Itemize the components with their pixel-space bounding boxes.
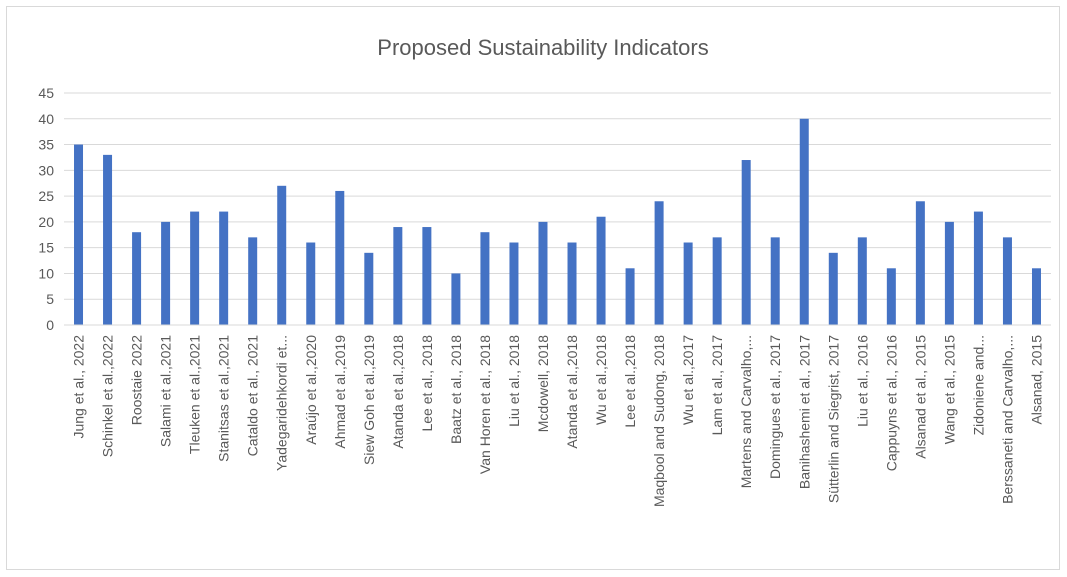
x-tick-label: Wu et al.,2018 [593,335,609,425]
bar [828,252,838,325]
x-tick-label: Wu et al.,2017 [680,335,696,425]
bar [335,190,345,325]
x-tick-label: Banihashemi et al., 2017 [796,335,812,489]
x-tick-label: Lee et al.,2018 [622,335,638,428]
x-tick-label: Yadegaridehkordi et... [274,335,290,471]
x-tick-label: Martens and Carvalho,... [738,335,754,488]
bar [1002,237,1012,325]
bar-chart: Proposed Sustainability Indicators 0 5 10 1… [38,35,1051,507]
bar [712,237,722,325]
y-tick-label: 35 [38,137,54,153]
x-tick-label: Araújo et al.,2020 [303,335,319,445]
x-tick-label: Siew Goh et al.,2019 [361,335,377,465]
y-tick-label: 45 [38,85,54,101]
bar [567,242,577,325]
bar [161,221,171,325]
bar [364,252,374,325]
x-tick-label: Atanda et al.,2018 [390,335,406,449]
bar [770,237,780,325]
bar [132,232,142,325]
bar [74,144,84,325]
x-tick-label: Schinkel et al.,2022 [100,335,116,457]
x-tick-label: Cataldo et al., 2021 [245,335,261,457]
x-tick-label: Maqbool and Sudong, 2018 [651,335,667,507]
x-tick-label: Domingues et al., 2017 [767,335,783,479]
x-tick-label: Jung et al., 2022 [71,335,87,439]
bar [683,242,693,325]
bar [625,268,635,325]
x-tick-label: Sütterlin and Siegrist, 2017 [825,335,841,503]
x-tick-label: Salami et al.,2021 [158,335,174,447]
x-tick-label: Wang et al., 2015 [941,335,957,444]
y-axis-ticks: 0 5 10 15 20 25 30 35 40 45 [38,85,54,333]
x-tick-label: Tleuken et al.,2021 [187,335,203,454]
chart-title: Proposed Sustainability Indicators [377,35,708,60]
bar [886,268,896,325]
x-tick-label: Stanitsas et al.,2021 [216,335,232,462]
bar [190,211,200,325]
x-tick-label: Mcdowell, 2018 [535,335,551,432]
bar [480,232,490,325]
x-tick-label: Lee et al., 2018 [419,335,435,432]
x-tick-label: Liu et al., 2018 [506,335,522,427]
bar [422,227,432,325]
x-tick-label: Van Horen et al., 2018 [477,335,493,474]
chart-area: Proposed Sustainability Indicators 0 5 10 1… [6,6,1060,570]
bar [393,227,403,325]
y-tick-label: 20 [38,214,54,230]
y-tick-label: 30 [38,162,54,178]
bar [741,160,751,325]
x-tick-label: Baatz et al., 2018 [448,335,464,444]
x-tick-label: Alsanad et al., 2015 [912,335,928,459]
x-tick-label: Alsanad, 2015 [1028,335,1044,425]
x-tick-label: Ahmad et al.,2019 [332,335,348,449]
bar [915,201,925,325]
x-tick-label: Zidoniene and... [970,335,986,435]
bar [451,273,461,325]
y-tick-label: 25 [38,188,54,204]
y-tick-label: 10 [38,265,54,281]
x-tick-label: Cappuyns et al., 2016 [883,335,899,471]
y-tick-label: 15 [38,240,54,256]
bar [538,221,548,325]
bar [1031,268,1041,325]
gridlines [64,92,1051,300]
y-tick-label: 5 [46,291,54,307]
x-tick-label: Lam et al., 2017 [709,335,725,436]
bar [799,118,809,326]
y-tick-label: 0 [46,317,54,333]
bar [248,237,258,325]
y-tick-label: 40 [38,111,54,127]
bar [306,242,316,325]
x-tick-label: Roostaie 2022 [129,335,145,426]
bar [596,216,606,325]
bar [944,221,954,325]
bars [74,118,1041,326]
x-tick-label: Berssaneti and Carvalho,... [999,335,1015,504]
x-axis-labels: Jung et al., 2022 Schinkel et al.,2022 Roo… [71,335,1045,507]
bar [654,201,664,325]
bar [509,242,519,325]
x-tick-label: Liu et al., 2016 [854,335,870,427]
bar [857,237,867,325]
bar [219,211,229,325]
bar [277,185,287,325]
bar [103,154,113,325]
x-tick-label: Atanda et al.,2018 [564,335,580,449]
bar [973,211,983,325]
